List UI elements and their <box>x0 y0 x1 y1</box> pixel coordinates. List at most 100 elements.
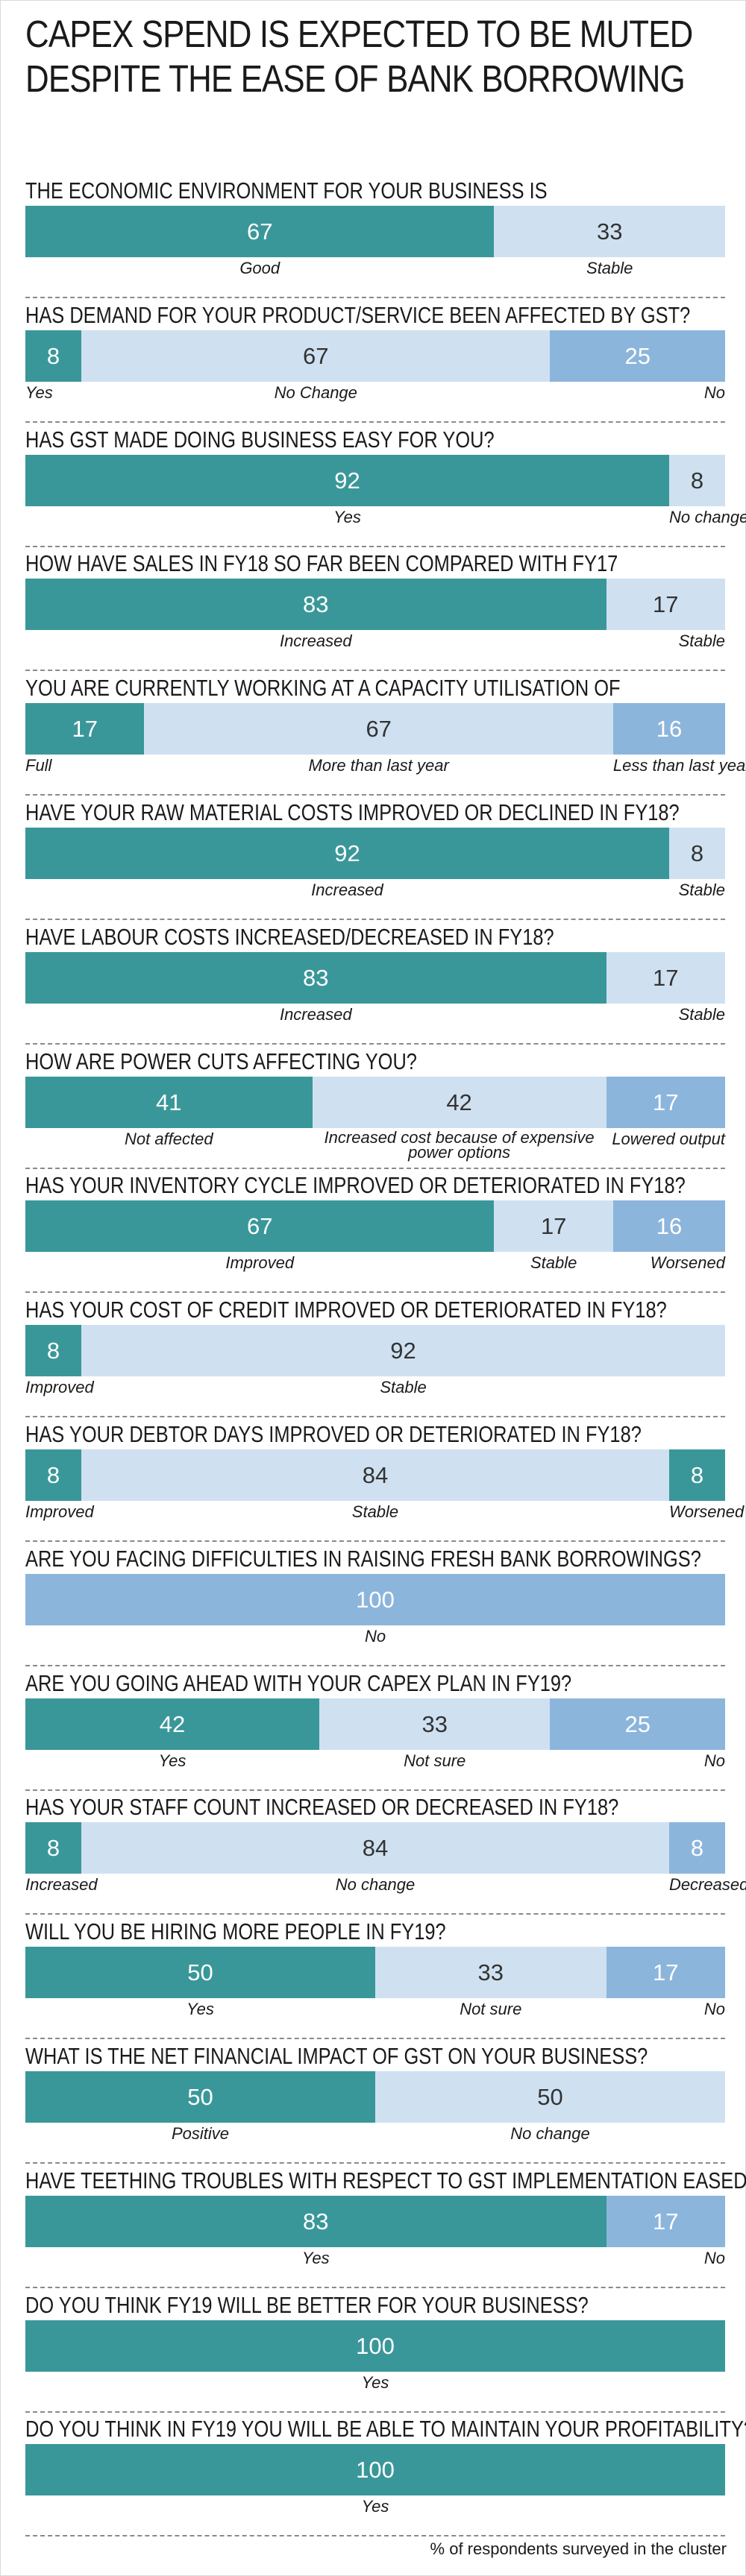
dashed-divider <box>25 1665 725 1666</box>
bar-segment: 100 <box>25 2320 725 2372</box>
segment-value: 42 <box>446 1089 472 1115</box>
stacked-bar: 8 84 8 <box>25 1822 725 1874</box>
segment-labels: Yes <box>25 2498 725 2535</box>
survey-question: HAS GST MADE DOING BUSINESS EASY FOR YOU… <box>25 422 746 547</box>
segment-labels: Increased Stable <box>25 881 725 919</box>
segment-labels: Increased No change Decreased <box>25 1876 746 1913</box>
segment-value: 42 <box>159 1710 186 1737</box>
page-title: CAPEX SPEND IS EXPECTED TO BE MUTED DESP… <box>25 12 727 101</box>
segment-value: 8 <box>690 1834 704 1861</box>
segment-value: 83 <box>303 591 329 617</box>
stacked-bar: 92 8 <box>25 455 725 506</box>
dashed-divider <box>25 2411 725 2413</box>
question-title: HOW ARE POWER CUTS AFFECTING YOU? <box>25 1048 417 1074</box>
segment-labels: Not affected Increased cost because of ex… <box>25 1130 725 1168</box>
dashed-divider <box>25 1540 725 1542</box>
survey-question: HOW ARE POWER CUTS AFFECTING YOU? 41 42 17 N… <box>25 1044 725 1169</box>
stacked-bar: 100 <box>25 2444 725 2495</box>
question-title: THE ECONOMIC ENVIRONMENT FOR YOUR BUSINE… <box>25 177 548 204</box>
segment-label: Yes <box>158 1751 186 1770</box>
survey-question: ARE YOU GOING AHEAD WITH YOUR CAPEX PLAN… <box>25 1666 725 1791</box>
dashed-divider <box>25 1913 725 1915</box>
bar-segment: 100 <box>25 1574 725 1625</box>
question-title: HAS GST MADE DOING BUSINESS EASY FOR YOU… <box>25 426 495 453</box>
bar-segment: 83 <box>25 579 606 630</box>
segment-value: 100 <box>356 1586 395 1613</box>
segment-value: 92 <box>390 1337 416 1364</box>
segment-value: 84 <box>362 1461 389 1488</box>
page-title-line-2: DESPITE THE EASE OF BANK BORROWING <box>25 57 686 100</box>
bar-segment: 8 <box>668 1449 725 1501</box>
footnote: % of respondents surveyed in the cluster <box>430 2539 727 2558</box>
survey-question: THE ECONOMIC ENVIRONMENT FOR YOUR BUSINE… <box>25 173 725 298</box>
segment-label: Stable <box>351 1502 399 1521</box>
segment-labels: Good Stable <box>25 259 725 297</box>
segment-label: Increased <box>279 1005 352 1024</box>
segment-value: 16 <box>656 1212 683 1239</box>
survey-question: ARE YOU FACING DIFFICULTIES IN RAISING F… <box>25 1541 725 1666</box>
segment-value: 17 <box>653 964 679 991</box>
bar-segment: 8 <box>668 828 725 879</box>
segment-value: 41 <box>156 1089 182 1115</box>
segment-label: Stable <box>586 259 633 277</box>
survey-question: HAS DEMAND FOR YOUR PRODUCT/SERVICE BEEN… <box>25 297 725 423</box>
bar-segment: 17 <box>606 2196 725 2247</box>
segment-label: Not affected <box>124 1130 213 1148</box>
bar-segment: 17 <box>25 703 145 755</box>
segment-label: Not sure <box>460 2000 522 2018</box>
bar-segment: 8 <box>25 1822 82 1874</box>
segment-value: 8 <box>46 342 60 369</box>
survey-question: YOU ARE CURRENTLY WORKING AT A CAPACITY … <box>25 670 746 796</box>
bar-segment: 25 <box>550 330 725 382</box>
segment-labels: Positive No change <box>25 2125 725 2162</box>
dashed-divider <box>25 1043 725 1045</box>
segment-label: Good <box>239 259 280 277</box>
stacked-bar: 67 17 16 <box>25 1200 725 1252</box>
segment-labels: No <box>25 1628 725 1665</box>
dashed-divider <box>25 2535 725 2536</box>
bar-segment: 41 <box>25 1077 313 1128</box>
stacked-bar: 42 33 25 <box>25 1698 725 1750</box>
segment-value: 17 <box>653 2208 679 2235</box>
segment-labels: Yes <box>25 2374 725 2411</box>
segment-label: Stable <box>380 1378 427 1396</box>
survey-question: HOW HAVE SALES IN FY18 SO FAR BEEN COMPA… <box>25 546 725 671</box>
segment-value: 83 <box>303 964 329 991</box>
segment-labels: Increased Stable <box>25 1006 725 1043</box>
segment-value: 8 <box>690 1461 704 1488</box>
segment-label: Yes <box>186 2000 214 2018</box>
segment-value: 17 <box>653 1959 679 1985</box>
segment-label: Stable <box>678 1005 725 1024</box>
segment-value: 50 <box>537 2083 563 2110</box>
survey-question: DO YOU THINK IN FY19 YOU WILL BE ABLE TO… <box>25 2411 746 2536</box>
segment-label: Worsened <box>650 1253 725 1272</box>
segment-labels: Yes No change <box>25 508 746 546</box>
stacked-bar: 92 8 <box>25 828 725 879</box>
survey-question: HAVE YOUR RAW MATERIAL COSTS IMPROVED OR… <box>25 795 725 920</box>
segment-label: No <box>703 2249 725 2267</box>
segment-label: Yes <box>25 383 53 402</box>
question-title: HAVE YOUR RAW MATERIAL COSTS IMPROVED OR… <box>25 799 680 825</box>
bar-segment: 84 <box>81 1822 669 1874</box>
segment-labels: Improved Stable Worsened <box>25 1254 725 1291</box>
bar-segment: 92 <box>25 455 669 506</box>
bar-segment: 92 <box>81 1325 725 1376</box>
bar-segment: 42 <box>312 1077 606 1128</box>
question-title: HAS YOUR STAFF COUNT INCREASED OR DECREA… <box>25 1794 619 1820</box>
dashed-divider <box>25 919 725 920</box>
segment-label: Stable <box>678 632 725 650</box>
bar-segment: 16 <box>612 1200 725 1252</box>
dashed-divider <box>25 421 725 423</box>
survey-question: WILL YOU BE HIRING MORE PEOPLE IN FY19? 5… <box>25 1914 725 2039</box>
segment-value: 8 <box>690 467 704 494</box>
segment-label: No <box>703 2000 725 2018</box>
dashed-divider <box>25 2038 725 2039</box>
segment-value: 16 <box>656 715 683 742</box>
segment-label: Increased cost because of expensive powe… <box>324 1128 595 1162</box>
question-title: HAS DEMAND FOR YOUR PRODUCT/SERVICE BEEN… <box>25 302 691 328</box>
segment-label: No <box>703 1751 725 1770</box>
bar-segment: 8 <box>25 1325 82 1376</box>
segment-label: Yes <box>301 2249 330 2267</box>
bar-segment: 83 <box>25 2196 606 2247</box>
segment-labels: Improved Stable Worsened <box>25 1502 744 1540</box>
